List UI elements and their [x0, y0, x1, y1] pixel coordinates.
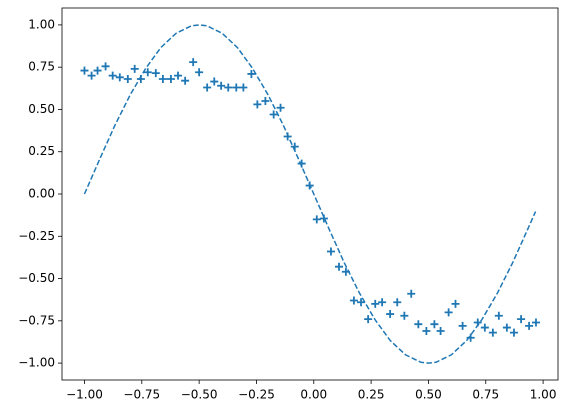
x-tick-label: 0.00	[300, 388, 327, 402]
point	[290, 142, 299, 151]
point	[371, 299, 380, 308]
point	[101, 62, 110, 71]
point	[444, 308, 453, 317]
point	[319, 214, 328, 223]
y-tick-label: −0.25	[18, 229, 55, 243]
point	[93, 66, 102, 75]
point	[143, 68, 152, 77]
point	[349, 296, 358, 305]
point	[326, 247, 335, 256]
point	[130, 64, 139, 73]
point	[181, 76, 190, 85]
point	[189, 58, 198, 67]
x-tick-label: −0.75	[123, 388, 160, 402]
point	[269, 110, 278, 119]
y-tick-label: −0.50	[18, 271, 55, 285]
point	[341, 267, 350, 276]
plot-frame	[61, 7, 559, 381]
point	[473, 318, 482, 327]
y-tick-label: 0.00	[28, 187, 55, 201]
point	[203, 83, 212, 92]
point	[531, 318, 540, 327]
point	[283, 132, 292, 141]
point	[297, 159, 306, 168]
point	[174, 71, 183, 80]
point	[502, 323, 511, 332]
point	[386, 310, 395, 319]
point	[158, 75, 167, 84]
point	[195, 68, 204, 77]
point	[276, 103, 285, 112]
x-tick-label: −0.25	[238, 388, 275, 402]
point	[393, 298, 402, 307]
y-tick-label: 1.00	[28, 17, 55, 31]
point	[239, 83, 248, 92]
point	[87, 71, 96, 80]
y-tick-label: 0.25	[28, 144, 55, 158]
point	[123, 75, 132, 84]
point	[525, 321, 534, 330]
point	[451, 299, 460, 308]
y-tick-label: −1.00	[18, 356, 55, 370]
point	[357, 298, 366, 307]
point	[210, 77, 219, 86]
point	[466, 333, 475, 342]
point	[261, 97, 270, 105]
x-tick-label: −1.00	[66, 388, 103, 402]
x-tick-label: 0.50	[415, 388, 442, 402]
x-tick-label: 1.00	[530, 388, 557, 402]
y-tick-label: 0.50	[28, 102, 55, 116]
point	[517, 315, 526, 324]
curve	[83, 24, 537, 364]
point	[422, 326, 431, 335]
x-tick-label: 0.75	[472, 388, 499, 402]
point	[247, 69, 256, 78]
point	[136, 75, 145, 84]
point	[108, 71, 117, 80]
point	[253, 100, 262, 109]
point	[217, 81, 226, 90]
point	[224, 83, 233, 92]
point	[414, 320, 423, 329]
y-tick-label: −0.75	[18, 313, 55, 327]
point	[378, 298, 387, 307]
point	[364, 315, 373, 324]
y-tick-label: 0.75	[28, 60, 55, 74]
point	[494, 311, 503, 320]
point	[232, 83, 241, 92]
point	[430, 320, 439, 329]
x-tick-label: 0.25	[358, 388, 385, 402]
point	[400, 311, 409, 320]
point	[436, 326, 445, 335]
point	[151, 69, 160, 78]
point	[509, 328, 518, 337]
point	[312, 215, 321, 224]
point	[305, 181, 314, 190]
point	[407, 289, 416, 298]
point	[166, 75, 175, 84]
x-tick-label: −0.50	[181, 388, 218, 402]
point	[488, 328, 497, 337]
point	[458, 321, 467, 330]
point	[115, 73, 124, 82]
point	[480, 323, 489, 332]
point	[335, 262, 344, 271]
point	[80, 66, 89, 75]
